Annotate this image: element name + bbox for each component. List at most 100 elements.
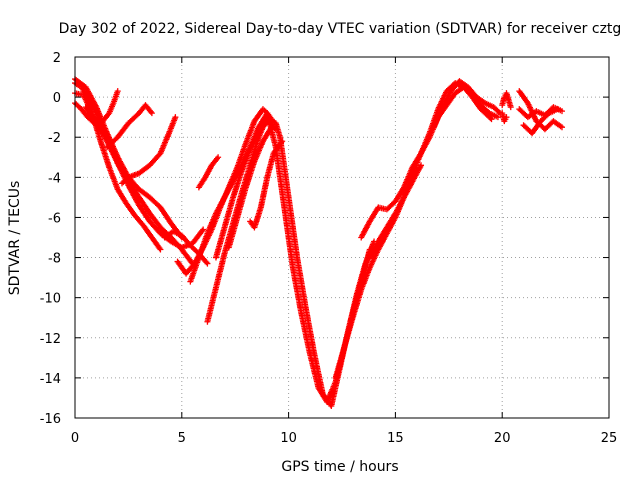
data-point-run	[479, 103, 492, 115]
data-point-run	[333, 346, 347, 380]
data-point-run	[384, 211, 398, 230]
data-point-run	[298, 312, 313, 356]
series-sat-p	[332, 84, 501, 381]
data-point-run	[479, 107, 494, 122]
data-point-run	[234, 185, 249, 219]
y-tick-label: -12	[40, 332, 61, 347]
data-layer	[72, 76, 566, 409]
data-point-run	[169, 235, 184, 252]
data-point	[114, 88, 121, 95]
data-point-run	[137, 195, 152, 216]
data-point-run	[551, 119, 564, 130]
data-point-run	[203, 163, 214, 179]
data-point-run	[252, 139, 266, 163]
data-point-run	[147, 195, 163, 210]
data-point-run	[367, 205, 381, 224]
data-point-run	[106, 165, 121, 191]
series-sat-l	[225, 124, 275, 251]
data-point-run	[311, 352, 326, 396]
data-point	[204, 260, 211, 267]
data-point-run	[120, 175, 131, 186]
data-point-run	[517, 89, 530, 105]
data-point-run	[234, 141, 249, 169]
data-point-run	[418, 131, 432, 155]
data-point-run	[264, 151, 277, 179]
data-point-run	[105, 135, 120, 150]
data-point-run	[271, 139, 285, 155]
data-point-run	[376, 231, 390, 252]
data-point-run	[137, 187, 152, 200]
data-point-run	[243, 119, 257, 145]
data-point-run	[205, 212, 219, 235]
data-point-run	[179, 233, 193, 248]
data-point-run	[385, 199, 398, 212]
data-point-run	[265, 111, 274, 121]
data-point	[215, 154, 222, 161]
data-point-run	[444, 91, 458, 107]
data-point	[559, 124, 566, 131]
data-point-run	[222, 196, 236, 229]
data-point-run	[525, 101, 539, 123]
data-point	[503, 114, 510, 121]
data-point-run	[435, 89, 449, 111]
x-tick-label: 15	[387, 431, 404, 446]
data-point	[507, 104, 514, 111]
data-point-run	[115, 121, 131, 139]
data-point-run	[488, 111, 500, 120]
series-sat-e	[72, 88, 121, 129]
data-point-run	[260, 125, 274, 143]
data-point-run	[79, 85, 90, 99]
y-tick-label: -8	[48, 252, 61, 267]
data-point-run	[258, 175, 270, 209]
data-point-run	[457, 79, 470, 90]
x-axis-label: GPS time / hours	[281, 459, 398, 475]
series-sat-m	[247, 138, 286, 231]
y-tick-label: -4	[48, 171, 61, 186]
data-point	[268, 116, 275, 123]
data-point-run	[475, 95, 487, 106]
data-point	[488, 116, 495, 123]
series-sat-q	[358, 80, 495, 241]
data-point-run	[100, 111, 112, 123]
y-tick-label: 0	[53, 91, 61, 106]
x-tick-label: 25	[601, 431, 618, 446]
data-point-run	[147, 219, 163, 236]
data-point-run	[239, 147, 253, 173]
data-point-run	[188, 243, 201, 256]
data-point-run	[187, 256, 202, 283]
data-point-run	[163, 229, 175, 240]
data-point-run	[290, 266, 305, 316]
data-point-run	[137, 163, 152, 176]
data-point-run	[83, 85, 99, 109]
series-sat-r	[366, 162, 425, 261]
data-point-run	[466, 85, 479, 99]
data-point-run	[95, 119, 105, 128]
data-point-run	[393, 185, 407, 203]
data-point-run	[483, 100, 495, 110]
data-point-run	[367, 240, 381, 260]
data-point-run	[341, 316, 356, 350]
data-point-run	[243, 159, 257, 189]
data-point-run	[359, 219, 372, 239]
x-tick-label: 20	[494, 431, 511, 446]
y-tick-label: -14	[40, 372, 61, 387]
data-point-run	[83, 105, 99, 123]
data-point-run	[431, 105, 445, 129]
data-point-run	[248, 220, 257, 229]
data-point	[200, 226, 207, 233]
data-point-run	[350, 288, 364, 320]
data-point	[157, 246, 164, 253]
data-point-run	[126, 111, 141, 126]
series-sat-s	[430, 78, 504, 131]
series-sat-x	[520, 106, 561, 137]
data-point-run	[149, 235, 163, 252]
data-point	[494, 114, 501, 121]
data-point-run	[196, 175, 208, 189]
data-point	[418, 162, 425, 169]
chart-title: Day 302 of 2022, Sidereal Day-to-day VTE…	[59, 21, 622, 37]
data-point-run	[281, 206, 296, 269]
data-point-run	[440, 89, 454, 109]
series-sat-n	[195, 154, 222, 191]
